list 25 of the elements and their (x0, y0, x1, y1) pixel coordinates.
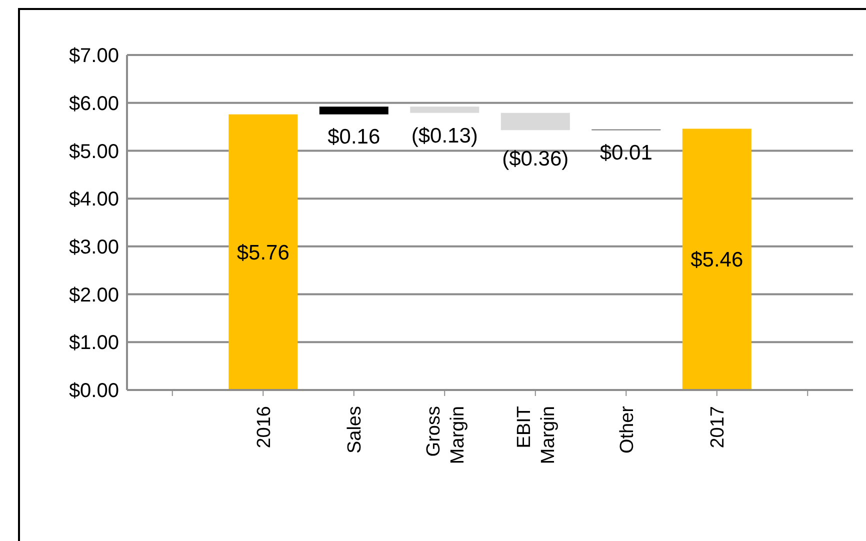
y-tick-label: $1.00 (68, 332, 119, 354)
data-label: ($0.13) (411, 124, 478, 148)
y-tick-label: $4.00 (68, 188, 119, 211)
x-tick-label: 2016 (254, 406, 275, 448)
data-label: ($0.36) (502, 147, 569, 170)
bar (500, 112, 570, 130)
data-label: $0.01 (600, 141, 652, 164)
bar (410, 106, 480, 113)
data-label: $5.76 (236, 242, 290, 265)
y-tick-label: $6.00 (68, 92, 119, 115)
x-tick-label: Other (616, 405, 638, 454)
x-tick-label: Gross Margin (423, 406, 468, 464)
data-label: $5.46 (690, 248, 744, 272)
y-tick-label: $7.00 (68, 45, 119, 68)
x-tick-label: EBIT Margin (514, 406, 560, 464)
bar (228, 114, 298, 390)
y-tick-label: $5.00 (68, 140, 119, 163)
y-tick-label: $2.00 (68, 284, 119, 306)
bar (319, 106, 388, 114)
y-tick-label: $0.00 (68, 380, 119, 402)
x-tick-label: Sales (344, 406, 366, 454)
y-tick-label: $3.00 (68, 236, 119, 259)
x-tick-label: 2017 (708, 406, 729, 448)
data-label: $0.16 (328, 126, 380, 149)
bar (682, 128, 752, 390)
